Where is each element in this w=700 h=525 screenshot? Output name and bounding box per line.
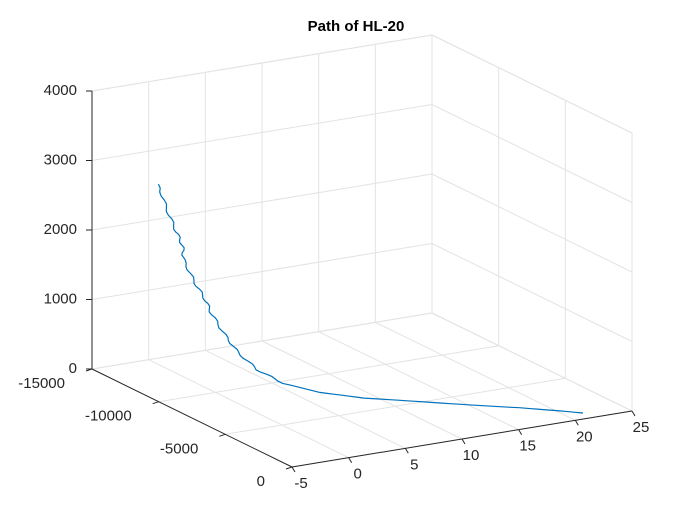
y-tick: [219, 433, 226, 437]
z-tick-label: 1000: [44, 291, 77, 308]
grid-line-floor-x: [148, 359, 349, 459]
grid-line-side-z: [431, 173, 633, 273]
series-line-0: [157, 183, 584, 414]
y-tick-label: 0: [257, 473, 265, 490]
grid-line-floor-x: [205, 349, 406, 449]
grid-line-back-z: [91, 173, 433, 231]
grid-line-floor-y: [225, 377, 566, 435]
grid-line-side-z: [431, 243, 633, 342]
x-tick-label: 15: [519, 438, 536, 455]
grid: [91, 34, 633, 468]
x-tick-label: -5: [294, 475, 307, 492]
grid-line-back-z: [91, 243, 433, 300]
series-layer: [157, 183, 584, 414]
x-tick-label: 20: [576, 428, 593, 445]
grid-line-side-z: [431, 312, 633, 412]
grid-line-floor-x: [375, 321, 576, 421]
x-tick-label: 5: [410, 456, 418, 473]
x-tick: [291, 466, 296, 473]
box-edge: [431, 34, 633, 134]
z-tick-label: 0: [69, 360, 77, 377]
y-tick-label: -5000: [160, 440, 198, 457]
x-tick: [518, 429, 523, 435]
x-tick: [404, 448, 409, 454]
grid-line-floor-x: [318, 331, 519, 431]
chart-title: Path of HL-20: [308, 18, 405, 35]
y-tick-label: -15000: [18, 375, 65, 392]
y-tick: [152, 401, 159, 405]
grid-line-back-z: [91, 104, 433, 161]
z-tick-label: 2000: [44, 221, 77, 238]
z-tick-label: 3000: [44, 152, 77, 169]
grid-line-floor-x: [261, 340, 463, 440]
x-tick-label: 0: [354, 466, 362, 483]
box-edge: [91, 34, 433, 92]
grid-line-side-z: [431, 104, 633, 203]
y-tick-label: -10000: [85, 408, 132, 425]
x-tick: [348, 457, 353, 463]
x-tick-label: 10: [463, 447, 480, 464]
x-tick: [574, 420, 579, 426]
y-axis-line: [91, 368, 293, 468]
y-tick: [285, 466, 293, 470]
x-tick: [631, 410, 636, 417]
z-tick-label: 4000: [44, 82, 77, 99]
x-tick-label: 25: [633, 419, 650, 436]
tick-labels: -5 0 5 10 15 20 25 -15000 -10000 -5000 0 0 1000 2000 3…: [18, 82, 649, 492]
grid-line-back-z: [91, 312, 433, 370]
ticks: [85, 90, 636, 473]
grid-line-floor-y: [158, 345, 499, 403]
x-tick: [461, 438, 466, 445]
